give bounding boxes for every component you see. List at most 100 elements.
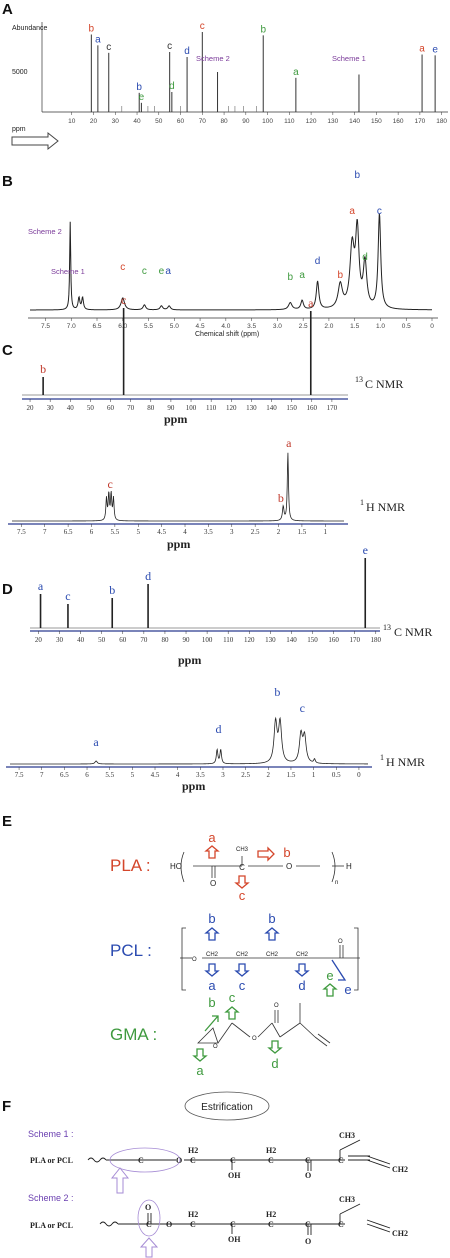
panel-d-c13-xlabel: ppm	[178, 653, 201, 667]
panel-d-h1-xtick-label: 1	[312, 771, 316, 779]
panel-a-xtick-label: 50	[155, 118, 163, 125]
panel-d-c13-xtick-label: 20	[35, 636, 43, 644]
panel-c-c13-xtick-label: 130	[246, 404, 257, 412]
panel-d-c13-xtick-label: 60	[119, 636, 127, 644]
panel-c-c13-xtick-label: 100	[186, 404, 197, 412]
panel-d-c13-peak-label: c	[65, 589, 70, 603]
scheme2-o2: O	[305, 1237, 311, 1246]
panel-d-h1-xtick-label: 2.5	[241, 771, 250, 779]
scheme1-c: C	[190, 1156, 196, 1165]
panel-a-peak-label: a	[419, 44, 425, 55]
gma-o2: O	[274, 1003, 279, 1009]
panel-b-peak-label: a	[165, 266, 171, 277]
panel-d-h1-xtick-label: 4.5	[151, 771, 160, 779]
panel-c-c13-xtick-label: 60	[107, 404, 115, 412]
panel-a-peak-label: e	[432, 44, 438, 55]
panel-d-h1-xtick-label: 4	[176, 771, 180, 779]
panel-c-h1-label: H NMR	[366, 500, 405, 514]
panel-d-h1-xtick-label: 6	[85, 771, 89, 779]
panel-d-c13-xtick-label: 80	[161, 636, 169, 644]
panel-d-c13-xtick-label: 150	[307, 636, 318, 644]
panel-a-peak-label: c	[167, 41, 172, 52]
panel-b-peak-label: b	[354, 170, 360, 181]
pcl-label: PCL :	[110, 941, 152, 960]
scheme2-c: C	[230, 1220, 236, 1229]
panel-a-xtick-label: 130	[327, 118, 338, 125]
scheme1-c-vinyl: C	[338, 1156, 344, 1165]
panel-c-h1-xtick-label: 5.5	[110, 528, 119, 536]
scheme1-highlight-oval	[109, 1147, 181, 1173]
gma-letter-e: e	[326, 968, 333, 983]
panel-a-xtick-label: 100	[262, 118, 273, 125]
panel-a-peak-label: c	[106, 42, 111, 53]
panel-c-c13-xtick-label: 80	[147, 404, 155, 412]
right-arrow-icon	[257, 846, 275, 862]
pla-o: O	[286, 862, 292, 871]
panel-b-xtick-label: 3.0	[273, 323, 282, 330]
panel-a-xtick-label: 160	[393, 118, 404, 125]
panel-b-peak-label: c	[120, 262, 125, 273]
panel-a-peak-label: b	[260, 24, 266, 35]
panel-d-h1-xtick-label: 6.5	[60, 771, 69, 779]
panel-b-peak-label: d	[315, 256, 321, 267]
panel-c-h1-xtick-label: 6	[90, 528, 94, 536]
panel-b-peak-label: c	[377, 206, 382, 217]
pcl-letter-d: d	[298, 978, 305, 993]
scheme2-ch3: CH3	[339, 1195, 355, 1204]
panel-c-h1-peak-labels: c b a	[108, 436, 293, 505]
scheme2-c-ester: C	[305, 1220, 311, 1229]
pcl-ch2: CH2	[266, 952, 279, 958]
panel-d-h1-xticks: 7.5 7 6.5 6 5.5 5 4.5 4 3.5 3 2.5 2 1.5 1 0.5 0	[15, 767, 361, 779]
panel-a-xtick-label: 40	[133, 118, 141, 125]
pla-carbonyl-o: O	[210, 879, 216, 888]
panel-d-h1-xtick-label: 2	[267, 771, 271, 779]
scheme2-structure	[99, 1203, 391, 1235]
panel-d-h1-xtick-label: 5.5	[105, 771, 114, 779]
pcl-letter-e: e	[344, 982, 351, 997]
panel-d-h1-xtick-label: 0.5	[332, 771, 341, 779]
panel-d-h1-label: H NMR	[386, 755, 425, 769]
panel-b-xtick-label: 2.5	[299, 323, 308, 330]
panel-c-c13-xtick-label: 90	[167, 404, 175, 412]
panel-c-h1-xtick-label: 4	[183, 528, 187, 536]
right-arrow-icon	[11, 131, 59, 151]
panel-c-h1-xticks: 7.5 7 6.5 6 5.5 5 4.5 4 3.5 3 2.5 2 1.5 1	[17, 524, 328, 536]
panel-b-xtick-label: 7.5	[41, 323, 50, 330]
pcl-ch2: CH2	[296, 952, 309, 958]
panel-a-peak-label: a	[95, 34, 101, 45]
scheme1-h2: H2	[266, 1146, 276, 1155]
panel-b-peak-label: c	[142, 266, 147, 277]
pcl-letter-a: a	[208, 978, 216, 993]
panel-d-c13-xtick-label: 170	[349, 636, 360, 644]
scheme2-highlight-oval	[137, 1199, 161, 1237]
panel-f-scheme1: Scheme 1 :	[28, 1129, 74, 1139]
panel-a-label: A	[2, 1, 13, 18]
panel-b-peak-label: d	[362, 252, 368, 263]
gma-letter-c: c	[229, 990, 236, 1005]
scheme2-ch2: CH2	[392, 1229, 408, 1238]
panel-d-h1-xtick-label: 7	[40, 771, 44, 779]
panel-d-h1-xtick-label: 5	[131, 771, 135, 779]
panel-a-peak-label: d	[169, 81, 175, 92]
scheme2-c: C	[268, 1220, 274, 1229]
down-arrow-icon	[267, 1040, 283, 1054]
panel-d: D ac bde 20 30 40 50 60 70 80 90 100 110 120 130 140 1…	[2, 543, 432, 793]
panel-c-h1-xlabel: ppm	[167, 537, 190, 551]
scheme2-h2: H2	[188, 1210, 198, 1219]
panel-d-c13-xtick-label: 50	[98, 636, 106, 644]
panel-d-c13-xtick-label: 140	[286, 636, 297, 644]
up-arrow-icon	[110, 1167, 130, 1194]
panel-b-xtick-label: 5.5	[144, 323, 153, 330]
panel-d-h1-spectrum	[10, 716, 368, 765]
panel-d-h1-peak-label: d	[215, 722, 221, 736]
pla-structure	[180, 851, 344, 883]
scheme2-c-vinyl: C	[338, 1220, 344, 1229]
panel-c-c13-xtick-label: 170	[327, 404, 338, 412]
down-arrow-icon	[192, 1048, 208, 1062]
gma-o1: O	[252, 1036, 257, 1042]
panel-b-label: B	[2, 173, 13, 190]
pcl-letter-b2: b	[268, 911, 275, 926]
pla-n: n	[335, 880, 338, 886]
